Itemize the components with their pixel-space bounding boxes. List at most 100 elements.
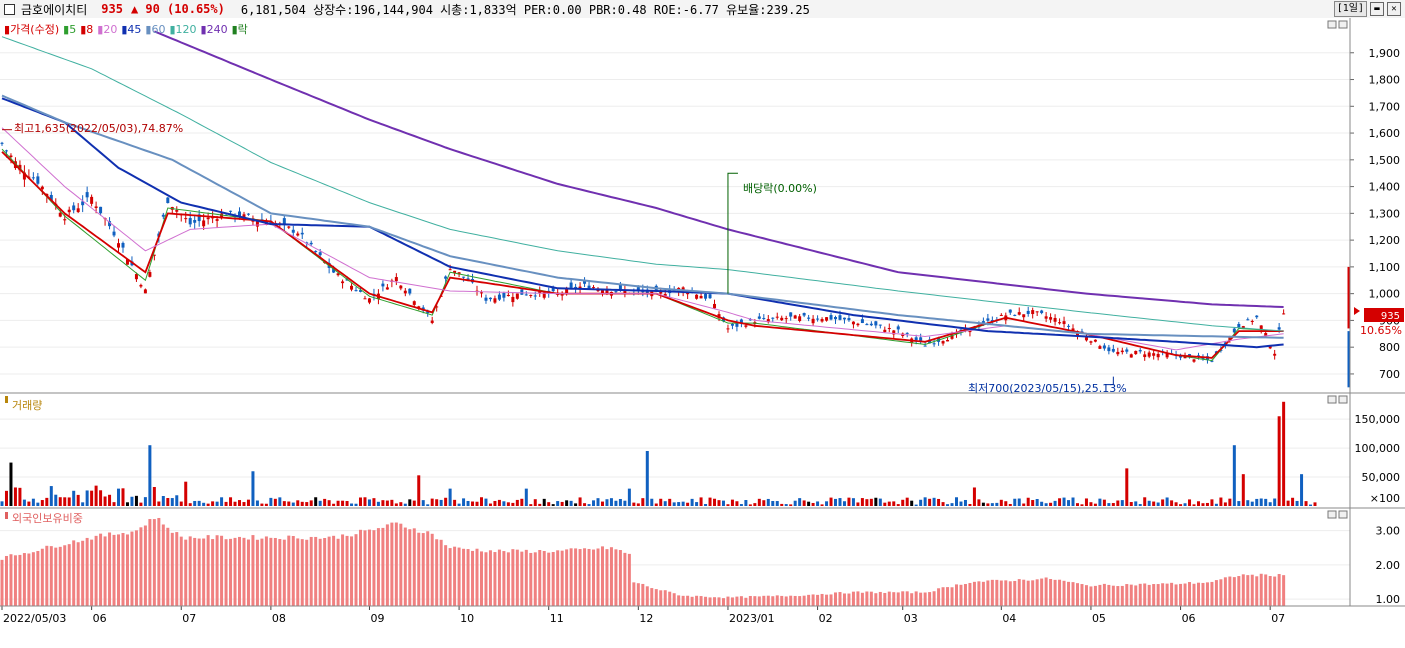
volume-bar (717, 500, 721, 506)
price-candle (1232, 328, 1236, 333)
foreign-bar (273, 537, 277, 606)
stock-chart[interactable]: 7008009001,0001,1001,2001,3001,4001,5001… (0, 18, 1405, 648)
price-candle (1196, 355, 1200, 357)
foreign-bar (834, 592, 838, 606)
ma-line-240 (154, 30, 1284, 308)
legend-swatch: ▮ (97, 23, 103, 36)
price-candle (1210, 360, 1214, 362)
volume-bar (990, 503, 994, 506)
period-button[interactable]: [1일] (1333, 1, 1367, 17)
volume-bar (412, 500, 416, 506)
foreign-bar (1183, 583, 1187, 606)
foreign-bar (932, 591, 936, 606)
volume-bar (565, 500, 569, 506)
x-tick-label: 12 (639, 612, 653, 625)
window-checkbox[interactable] (4, 3, 15, 15)
foreign-bar (367, 529, 371, 606)
volume-bar (323, 498, 327, 506)
volume-bar (130, 496, 134, 506)
volume-bar (609, 498, 613, 506)
x-tick-label: 07 (182, 612, 196, 625)
foreign-bar (1264, 574, 1268, 606)
volume-bar (1067, 500, 1071, 506)
foreign-bar (224, 539, 228, 606)
volume-bar (403, 503, 407, 506)
foreign-bar (533, 552, 537, 606)
volume-bar (1219, 497, 1223, 506)
volume-bar (914, 504, 918, 506)
volume-bar (1017, 498, 1021, 506)
volume-bar (686, 502, 690, 506)
foreign-bar (466, 549, 470, 606)
foreign-bar (686, 595, 690, 606)
foreign-bar (860, 592, 864, 606)
high-annotation: 최고1,635(2022/05/03),74.87% (14, 122, 183, 135)
price-candle (583, 281, 587, 284)
price-candle (860, 319, 864, 324)
foreign-bar (202, 538, 206, 606)
volume-bar (1004, 501, 1008, 506)
volume-bar (197, 500, 201, 506)
legend-item: 락 (238, 23, 248, 36)
volume-bar (569, 500, 573, 506)
price-candle (108, 221, 112, 227)
volume-bar (1134, 501, 1138, 506)
foreign-bar (968, 582, 972, 606)
foreign-bar (206, 535, 210, 606)
volume-bar (166, 498, 170, 506)
volume-tick-label: ×100 (1370, 492, 1400, 505)
price-candle (941, 341, 945, 344)
volume-bar (358, 497, 362, 506)
volume-bar (76, 494, 80, 506)
price-candle (851, 321, 855, 325)
price-candle (551, 286, 555, 292)
volume-bar (376, 501, 380, 506)
foreign-bar (1125, 584, 1129, 606)
foreign-bar (1210, 581, 1214, 606)
foreign-bar (1241, 574, 1245, 606)
foreign-bar (677, 595, 681, 606)
price-candle (807, 317, 811, 319)
foreign-bar (748, 595, 752, 606)
foreign-bar (488, 550, 492, 606)
foreign-bar (883, 592, 887, 606)
price-candle (121, 242, 125, 248)
price-candle (161, 214, 165, 217)
volume-bar (1008, 503, 1012, 506)
close-icon[interactable]: ✕ (1387, 2, 1401, 16)
foreign-bar (31, 552, 35, 606)
foreign-bar (233, 537, 237, 606)
foreign-bar (1237, 576, 1241, 606)
volume-bar (829, 497, 833, 506)
volume-bar (175, 495, 179, 506)
volume-bar (860, 498, 864, 506)
volume-bar (721, 500, 725, 506)
foreign-bar (1084, 585, 1088, 606)
foreign-bar (448, 548, 452, 606)
volume-bar (193, 500, 197, 506)
foreign-bar (757, 596, 761, 606)
volume-bar (394, 503, 398, 506)
price-candle (533, 295, 537, 297)
price-candle (314, 250, 318, 252)
volume-bar (1188, 499, 1192, 506)
foreign-bar (76, 542, 80, 606)
foreign-bar (704, 596, 708, 606)
price-tick-label: 800 (1379, 341, 1400, 354)
foreign-bar (282, 539, 286, 606)
foreign-bar (739, 596, 743, 606)
volume-bar (901, 499, 905, 506)
foreign-bar (484, 552, 488, 606)
foreign-bar (36, 550, 40, 606)
volume-bar (1174, 502, 1178, 506)
legend-item: 5 (69, 23, 76, 36)
price-candle (542, 292, 546, 298)
legend-item: 20 (103, 23, 117, 36)
volume-bar (641, 498, 645, 506)
volume-bar (121, 488, 125, 506)
volume-bar (605, 499, 609, 506)
foreign-bar (242, 537, 246, 606)
foreign-bar (399, 523, 403, 606)
price-candle (600, 290, 604, 294)
minimize-icon[interactable]: ▬ (1370, 2, 1384, 16)
